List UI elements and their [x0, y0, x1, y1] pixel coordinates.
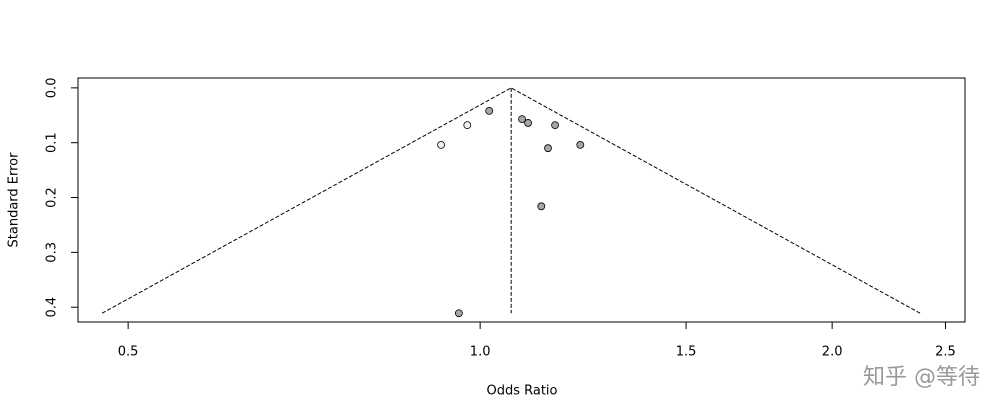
y-tick-label: 0.3 — [45, 242, 60, 263]
y-tick-label: 0.1 — [45, 132, 60, 153]
study-point — [485, 106, 494, 115]
study-point — [454, 309, 463, 318]
study-point — [551, 121, 559, 130]
x-tick-label: 1.0 — [470, 345, 491, 360]
study-point — [544, 144, 552, 153]
x-tick-label: 2.5 — [935, 345, 956, 360]
study-point — [463, 121, 472, 130]
study-point — [524, 119, 532, 127]
study-point — [518, 115, 526, 124]
y-tick-label: 0.2 — [45, 187, 60, 208]
y-tick-label: 0.0 — [45, 78, 60, 99]
x-tick-label: 0.5 — [118, 345, 139, 360]
y-axis-label: Standard Error — [7, 152, 22, 248]
study-point — [576, 140, 585, 149]
x-axis-label: Odds Ratio — [486, 384, 557, 399]
plot-frame — [77, 77, 966, 323]
x-tick-label: 1.5 — [676, 345, 697, 360]
study-point — [437, 140, 445, 149]
y-tick-label: 0.4 — [45, 297, 60, 318]
x-tick-label: 2.0 — [822, 345, 843, 360]
study-point — [537, 202, 546, 211]
watermark: 知乎 @等待 — [863, 365, 980, 390]
